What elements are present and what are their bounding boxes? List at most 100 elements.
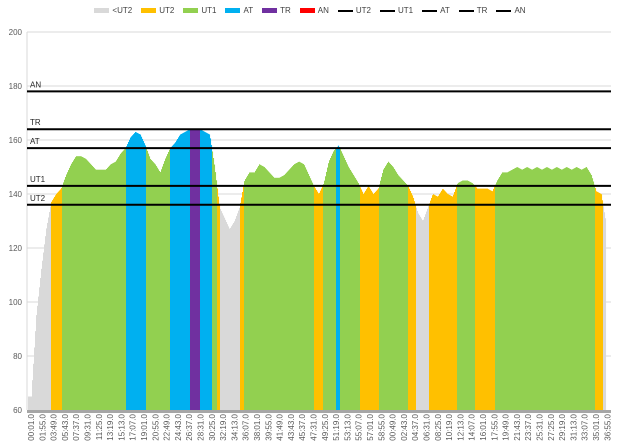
hr-bar bbox=[102, 169, 104, 410]
hr-bar bbox=[338, 145, 340, 410]
hr-bar bbox=[259, 164, 261, 410]
hr-bar bbox=[62, 185, 64, 410]
hr-bar bbox=[81, 156, 83, 410]
threshold-label-an: AN bbox=[30, 80, 41, 89]
hr-bar bbox=[283, 175, 285, 410]
hr-bar bbox=[548, 167, 550, 410]
hr-bar bbox=[179, 135, 181, 410]
hr-bar bbox=[130, 137, 132, 410]
hr-bar bbox=[446, 192, 448, 410]
hr-bar bbox=[565, 167, 567, 410]
hr-bar bbox=[384, 167, 386, 410]
hr-bar bbox=[191, 129, 193, 410]
hr-bar bbox=[386, 164, 388, 410]
hr-bar bbox=[264, 167, 266, 410]
hr-bar bbox=[344, 157, 346, 410]
hr-bar bbox=[481, 188, 483, 410]
x-tick-label: 29:19.0 bbox=[558, 413, 567, 440]
hr-bar bbox=[277, 177, 279, 410]
hr-bar bbox=[294, 164, 296, 410]
hr-bar bbox=[300, 162, 302, 410]
hr-bar bbox=[353, 174, 355, 410]
hr-bar bbox=[51, 201, 53, 410]
chart-legend: <UT2 UT2 UT1 AT TR AN UT2 UT1 AT TR AN bbox=[0, 6, 620, 15]
hr-bar bbox=[43, 252, 45, 410]
hr-bar bbox=[310, 178, 312, 410]
hr-bar bbox=[226, 222, 228, 410]
x-tick-label: 26:37.0 bbox=[185, 413, 194, 440]
hr-bar bbox=[233, 222, 235, 410]
hr-bar bbox=[588, 170, 590, 410]
hr-bar bbox=[302, 163, 304, 410]
legend-line-at: AT bbox=[422, 6, 450, 15]
x-tick-label: 51:19.0 bbox=[332, 413, 341, 440]
hr-bar bbox=[94, 168, 96, 410]
hr-bar bbox=[404, 181, 406, 410]
hr-bar bbox=[177, 138, 179, 410]
hr-bar bbox=[579, 168, 581, 410]
hr-bar bbox=[167, 154, 169, 410]
hr-bar bbox=[570, 169, 572, 410]
hr-bar bbox=[82, 156, 84, 410]
x-tick-label: 58:55.0 bbox=[377, 413, 386, 440]
hr-bar bbox=[500, 175, 502, 410]
hr-bar bbox=[407, 185, 409, 410]
hr-bar bbox=[435, 195, 437, 410]
hr-bar bbox=[554, 168, 556, 410]
hr-bar bbox=[374, 192, 376, 410]
hr-bar bbox=[156, 166, 158, 410]
hr-bar bbox=[414, 201, 416, 410]
x-tick-label: 16:01.0 bbox=[479, 413, 488, 440]
hr-bar bbox=[38, 296, 40, 410]
y-tick-label: 160 bbox=[9, 136, 23, 145]
hr-bar bbox=[329, 160, 331, 410]
hr-bar bbox=[58, 191, 60, 410]
hr-bar bbox=[490, 190, 492, 410]
hr-bar bbox=[604, 212, 606, 410]
x-tick-label: 35:01.0 bbox=[592, 413, 601, 440]
hr-bar bbox=[263, 166, 265, 410]
legend-label: UT1 bbox=[201, 6, 217, 15]
hr-bar bbox=[581, 169, 583, 410]
hr-bar bbox=[79, 156, 81, 410]
hr-bar bbox=[547, 167, 549, 410]
hr-bar bbox=[566, 167, 568, 410]
hr-bar bbox=[34, 347, 36, 410]
hr-bar bbox=[355, 178, 357, 410]
hr-bar bbox=[181, 133, 183, 410]
hr-bar bbox=[61, 187, 63, 410]
hr-bar bbox=[357, 181, 359, 410]
hr-bar bbox=[314, 186, 316, 410]
x-tick-label: 47:31.0 bbox=[310, 413, 319, 440]
legend-item-ut1: UT1 bbox=[183, 6, 216, 15]
hr-bar bbox=[447, 193, 449, 410]
hr-bar bbox=[322, 186, 324, 410]
hr-bar bbox=[516, 167, 518, 410]
hr-bar bbox=[212, 151, 214, 410]
hr-bar bbox=[210, 138, 212, 411]
hr-bar bbox=[175, 142, 177, 411]
hr-bar bbox=[576, 167, 578, 410]
hr-bar bbox=[551, 169, 553, 410]
hr-bar bbox=[282, 176, 284, 410]
hr-bar bbox=[582, 169, 584, 410]
hr-bar bbox=[287, 171, 289, 410]
hr-bar bbox=[456, 186, 458, 410]
x-tick-label: 09:31.0 bbox=[84, 413, 93, 440]
hr-bar bbox=[445, 191, 447, 410]
hr-bar bbox=[124, 149, 126, 410]
hr-bar bbox=[501, 173, 503, 410]
hr-bar bbox=[215, 172, 217, 410]
hr-bar bbox=[138, 133, 140, 410]
hr-bar bbox=[315, 188, 317, 410]
hr-bar bbox=[394, 168, 396, 410]
x-tick-label: 20:55.0 bbox=[151, 413, 160, 440]
x-tick-label: 17:55.0 bbox=[490, 413, 499, 440]
hr-bar bbox=[256, 169, 258, 410]
hr-bar bbox=[556, 167, 558, 410]
hr-bar bbox=[241, 197, 243, 410]
hr-bar bbox=[31, 396, 33, 410]
hr-bar bbox=[333, 151, 335, 410]
hr-bar bbox=[375, 191, 377, 410]
hr-bar bbox=[504, 172, 506, 410]
